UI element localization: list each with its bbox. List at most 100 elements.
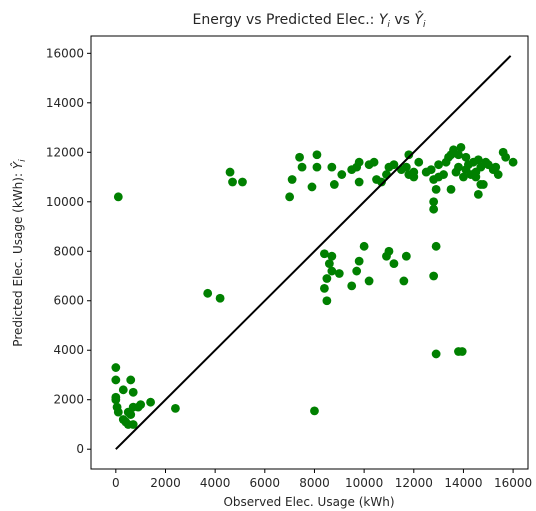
x-tick-label: 12000 xyxy=(395,476,433,490)
data-point xyxy=(334,269,344,278)
data-point xyxy=(126,375,136,385)
y-axis-label-text: Predicted Elec. Usage (kWh): xyxy=(11,169,25,347)
data-point xyxy=(429,204,439,214)
data-point xyxy=(476,180,486,189)
data-point xyxy=(287,175,297,184)
x-tick-label: 2000 xyxy=(150,476,181,490)
data-point xyxy=(364,276,374,286)
x-tick-label: 4000 xyxy=(200,476,231,490)
data-point xyxy=(203,288,213,298)
data-point xyxy=(123,407,133,417)
data-point xyxy=(473,155,483,165)
x-tick-label: 16000 xyxy=(494,476,532,490)
data-point xyxy=(384,246,394,256)
y-tick-label: 4000 xyxy=(53,343,84,357)
data-point xyxy=(461,152,471,162)
data-point xyxy=(136,400,146,410)
data-point xyxy=(310,406,319,416)
data-point xyxy=(459,172,468,182)
data-point xyxy=(446,185,456,194)
data-point xyxy=(111,395,121,405)
data-point xyxy=(354,157,364,167)
data-point xyxy=(171,403,180,413)
axis-ticks: 0 2000 4000 6000 8000 10000 12000 14000 16000 0 20… xyxy=(46,46,532,490)
chart-title-math-y-sub: i xyxy=(387,20,390,30)
data-point xyxy=(225,167,235,177)
data-point xyxy=(215,293,225,303)
data-point xyxy=(329,180,339,189)
data-point xyxy=(446,150,456,160)
data-point xyxy=(352,266,362,276)
data-point xyxy=(434,160,444,170)
data-point xyxy=(441,157,451,167)
data-point xyxy=(146,397,155,407)
data-point xyxy=(369,157,379,167)
chart-title-mid: vs xyxy=(390,12,414,28)
data-point xyxy=(389,160,399,170)
data-point xyxy=(491,162,501,172)
data-point xyxy=(508,157,518,167)
y-tick-label: 0 xyxy=(76,442,84,456)
data-point xyxy=(389,259,399,269)
data-point xyxy=(113,407,123,417)
x-tick-label: 8000 xyxy=(299,476,330,490)
x-tick-label: 10000 xyxy=(345,476,383,490)
x-tick-label: 14000 xyxy=(444,476,482,490)
data-point xyxy=(238,177,247,187)
data-point xyxy=(297,162,307,172)
data-point xyxy=(426,165,436,175)
data-point xyxy=(295,152,304,162)
data-point xyxy=(409,172,419,182)
data-point xyxy=(481,157,491,167)
data-point xyxy=(399,276,409,286)
data-point xyxy=(111,363,121,372)
data-point xyxy=(307,182,317,192)
data-point xyxy=(354,177,364,187)
y-tick-label: 6000 xyxy=(53,294,84,308)
chart-title: Energy vs Predicted Elec.: Yi vs Ŷi xyxy=(193,10,426,30)
data-point xyxy=(128,420,138,429)
chart-title-math-yhat: Ŷ xyxy=(414,10,424,28)
data-point xyxy=(324,259,334,269)
data-point xyxy=(401,251,411,261)
y-tick-label: 8000 xyxy=(53,244,84,258)
data-point xyxy=(431,185,441,194)
y-tick-label: 2000 xyxy=(53,393,84,407)
data-point xyxy=(312,162,322,172)
data-point xyxy=(113,192,123,202)
chart-title-math-yhat-sub: i xyxy=(423,20,426,30)
data-point xyxy=(285,192,295,202)
data-point xyxy=(429,271,439,281)
data-point xyxy=(322,274,332,283)
data-point xyxy=(431,349,441,359)
x-tick-label: 6000 xyxy=(250,476,281,490)
data-point xyxy=(456,142,466,152)
data-point xyxy=(457,347,467,356)
data-point xyxy=(401,162,411,172)
y-tick-label: 16000 xyxy=(46,46,84,60)
y-tick-label: 12000 xyxy=(46,145,84,159)
identity-line xyxy=(115,55,512,450)
data-point xyxy=(493,170,503,179)
data-point xyxy=(473,189,483,199)
data-point xyxy=(319,283,329,293)
data-point xyxy=(128,387,138,397)
data-point xyxy=(347,281,357,291)
data-point xyxy=(454,162,463,172)
data-point xyxy=(322,296,332,306)
data-point xyxy=(359,241,369,251)
y-tick-label: 14000 xyxy=(46,96,84,110)
chart-title-text: Energy vs Predicted Elec.: xyxy=(193,12,379,28)
plot-area xyxy=(111,55,518,450)
x-axis-label: Observed Elec. Usage (kWh) xyxy=(223,495,394,509)
data-point xyxy=(111,375,121,385)
data-point xyxy=(414,157,424,167)
data-point xyxy=(327,266,337,276)
data-point xyxy=(471,167,481,177)
data-point xyxy=(501,152,511,162)
data-point xyxy=(404,150,414,160)
chart-title-math-y: Y xyxy=(379,12,389,28)
data-point xyxy=(312,150,322,160)
